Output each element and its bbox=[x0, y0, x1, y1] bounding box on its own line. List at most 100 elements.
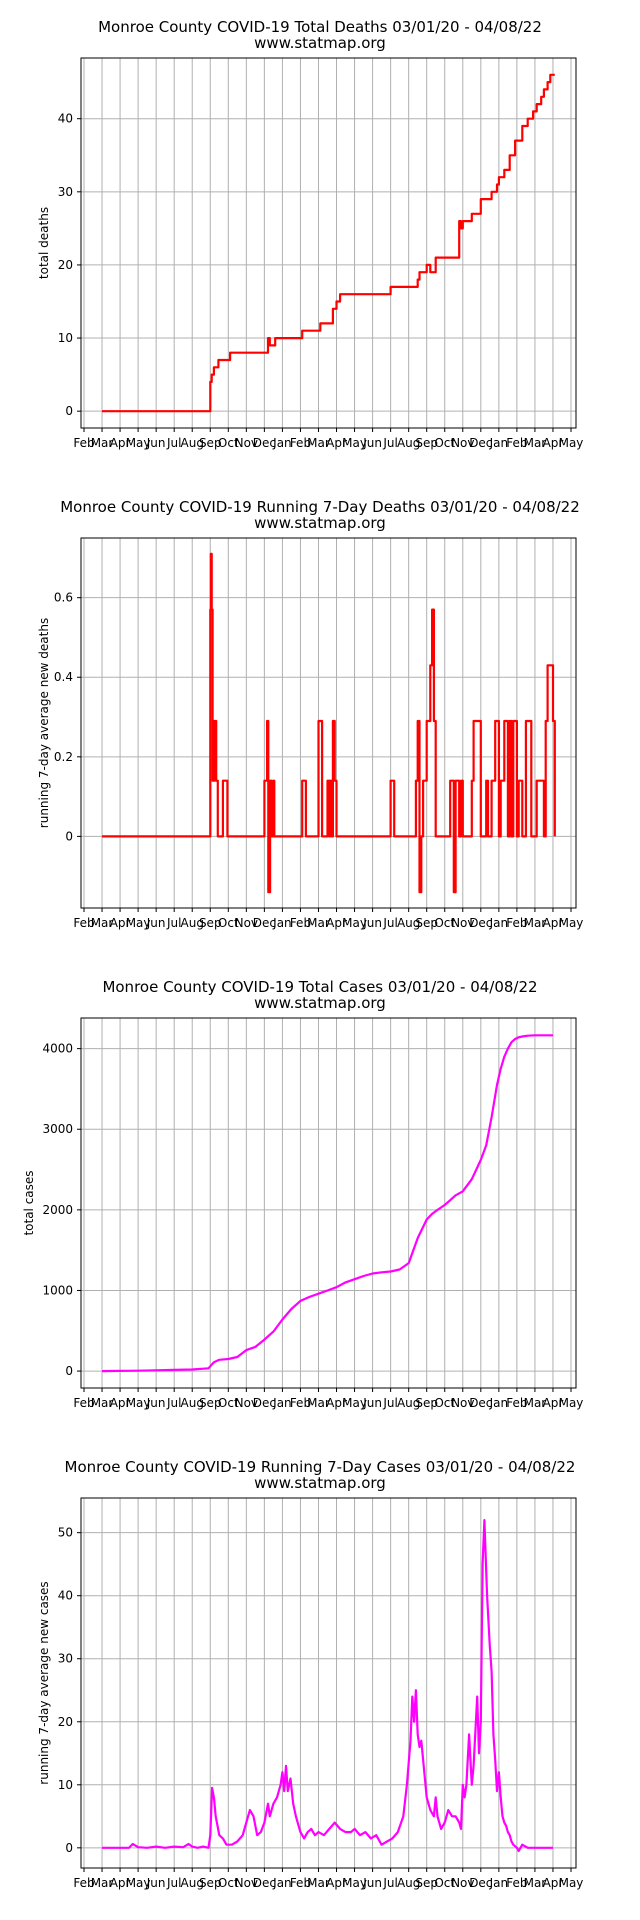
x-tick-label: Oct bbox=[434, 916, 455, 930]
x-tick-label: Dec bbox=[469, 1396, 492, 1410]
chart-subtitle: www.statmap.org bbox=[254, 1474, 386, 1492]
x-tick-label: Aug bbox=[181, 916, 204, 930]
y-tick-label: 30 bbox=[58, 1652, 73, 1666]
x-tick-label: Sep bbox=[415, 1396, 438, 1410]
x-tick-label: Apr bbox=[543, 1396, 564, 1410]
y-tick-label: 0.6 bbox=[54, 591, 73, 605]
x-tick-label: Oct bbox=[218, 1876, 239, 1890]
x-tick-label: Mar bbox=[91, 1876, 114, 1890]
x-tick-label: Mar bbox=[524, 1396, 547, 1410]
y-tick-label: 30 bbox=[58, 185, 73, 199]
x-tick-label: May bbox=[559, 916, 584, 930]
x-tick-label: Sep bbox=[199, 436, 222, 450]
y-axis-label: total deaths bbox=[37, 207, 51, 279]
plot-frame bbox=[80, 1497, 577, 1869]
x-tick-label: Feb bbox=[290, 436, 311, 450]
x-tick-label: Aug bbox=[397, 916, 420, 930]
x-tick-label: Jun bbox=[362, 916, 382, 930]
x-tick-label: Oct bbox=[434, 1396, 455, 1410]
x-tick-label: Mar bbox=[307, 1396, 330, 1410]
chart-subtitle: www.statmap.org bbox=[254, 994, 386, 1012]
x-tick-label: Jan bbox=[489, 436, 509, 450]
y-axis-label: total cases bbox=[22, 1170, 36, 1235]
x-tick-label: Apr bbox=[326, 1396, 347, 1410]
x-tick-label: Sep bbox=[199, 1396, 222, 1410]
x-tick-label: Jun bbox=[362, 1876, 382, 1890]
x-tick-label: Feb bbox=[290, 1876, 311, 1890]
plot-frame bbox=[80, 537, 577, 909]
x-tick-label: Oct bbox=[218, 436, 239, 450]
y-tick-label: 50 bbox=[58, 1526, 73, 1540]
x-tick-label: Apr bbox=[110, 1876, 131, 1890]
x-tick-label: Apr bbox=[543, 1876, 564, 1890]
x-tick-label: Feb bbox=[73, 436, 94, 450]
y-tick-label: 0.4 bbox=[54, 670, 73, 684]
x-tick-label: Mar bbox=[307, 436, 330, 450]
x-tick-label: May bbox=[559, 436, 584, 450]
x-tick-label: Jan bbox=[272, 1876, 292, 1890]
series-line bbox=[102, 552, 556, 894]
x-tick-label: Oct bbox=[434, 1876, 455, 1890]
x-tick-label: Mar bbox=[91, 1396, 114, 1410]
x-tick-label: Dec bbox=[253, 436, 276, 450]
x-tick-label: Aug bbox=[181, 1876, 204, 1890]
x-tick-label: Feb bbox=[290, 1396, 311, 1410]
x-tick-label: Sep bbox=[415, 916, 438, 930]
y-tick-label: 20 bbox=[58, 258, 73, 272]
x-tick-label: Jul bbox=[166, 916, 181, 930]
x-tick-label: Jun bbox=[146, 1876, 166, 1890]
x-tick-label: Jan bbox=[489, 1876, 509, 1890]
x-tick-label: Dec bbox=[469, 1876, 492, 1890]
x-tick-label: Sep bbox=[415, 436, 438, 450]
x-tick-label: Mar bbox=[524, 436, 547, 450]
chart-subtitle: www.statmap.org bbox=[254, 34, 386, 52]
chart-title: Monroe County COVID-19 Running 7-Day Cas… bbox=[65, 1458, 576, 1476]
y-tick-label: 0 bbox=[65, 829, 73, 843]
x-tick-label: Aug bbox=[397, 1396, 420, 1410]
x-tick-label: Dec bbox=[469, 436, 492, 450]
y-tick-label: 0 bbox=[65, 404, 73, 418]
x-tick-label: May bbox=[342, 916, 367, 930]
chart-title: Monroe County COVID-19 Running 7-Day Dea… bbox=[60, 498, 580, 516]
x-tick-label: Dec bbox=[253, 916, 276, 930]
x-tick-label: Apr bbox=[543, 916, 564, 930]
x-tick-label: Feb bbox=[506, 436, 527, 450]
x-tick-label: Sep bbox=[415, 1876, 438, 1890]
x-tick-label: Oct bbox=[218, 916, 239, 930]
y-tick-label: 4000 bbox=[42, 1042, 73, 1056]
x-tick-label: Nov bbox=[235, 1396, 258, 1410]
x-tick-label: Jul bbox=[382, 916, 397, 930]
x-tick-label: Mar bbox=[524, 1876, 547, 1890]
x-tick-label: Nov bbox=[451, 436, 474, 450]
x-tick-label: May bbox=[559, 1876, 584, 1890]
series-line bbox=[101, 1034, 553, 1373]
x-tick-label: Feb bbox=[73, 916, 94, 930]
x-tick-label: Jul bbox=[382, 1396, 397, 1410]
x-tick-label: Feb bbox=[73, 1396, 94, 1410]
x-tick-label: Jul bbox=[166, 1396, 181, 1410]
x-tick-label: Feb bbox=[506, 1876, 527, 1890]
y-tick-label: 40 bbox=[58, 1589, 73, 1603]
y-axis-label: running 7-day average new deaths bbox=[37, 618, 51, 828]
chart-2: Monroe County COVID-19 Running 7-Day Dea… bbox=[37, 498, 583, 930]
x-tick-label: Nov bbox=[235, 916, 258, 930]
x-tick-label: Nov bbox=[451, 1876, 474, 1890]
y-tick-label: 2000 bbox=[42, 1203, 73, 1217]
x-tick-label: Apr bbox=[110, 436, 131, 450]
x-tick-label: Mar bbox=[307, 916, 330, 930]
x-tick-label: May bbox=[342, 1396, 367, 1410]
x-tick-label: Oct bbox=[434, 436, 455, 450]
plot-frame bbox=[80, 57, 577, 429]
x-tick-label: May bbox=[559, 1396, 584, 1410]
x-tick-label: Apr bbox=[110, 916, 131, 930]
chart-1: Monroe County COVID-19 Total Deaths 03/0… bbox=[37, 18, 583, 450]
x-tick-label: Jan bbox=[272, 916, 292, 930]
x-tick-label: Apr bbox=[543, 436, 564, 450]
x-tick-label: Feb bbox=[73, 1876, 94, 1890]
x-tick-label: Aug bbox=[397, 436, 420, 450]
x-tick-label: Dec bbox=[253, 1396, 276, 1410]
x-tick-label: May bbox=[126, 916, 151, 930]
x-tick-label: Oct bbox=[218, 1396, 239, 1410]
x-tick-label: Jul bbox=[166, 1876, 181, 1890]
